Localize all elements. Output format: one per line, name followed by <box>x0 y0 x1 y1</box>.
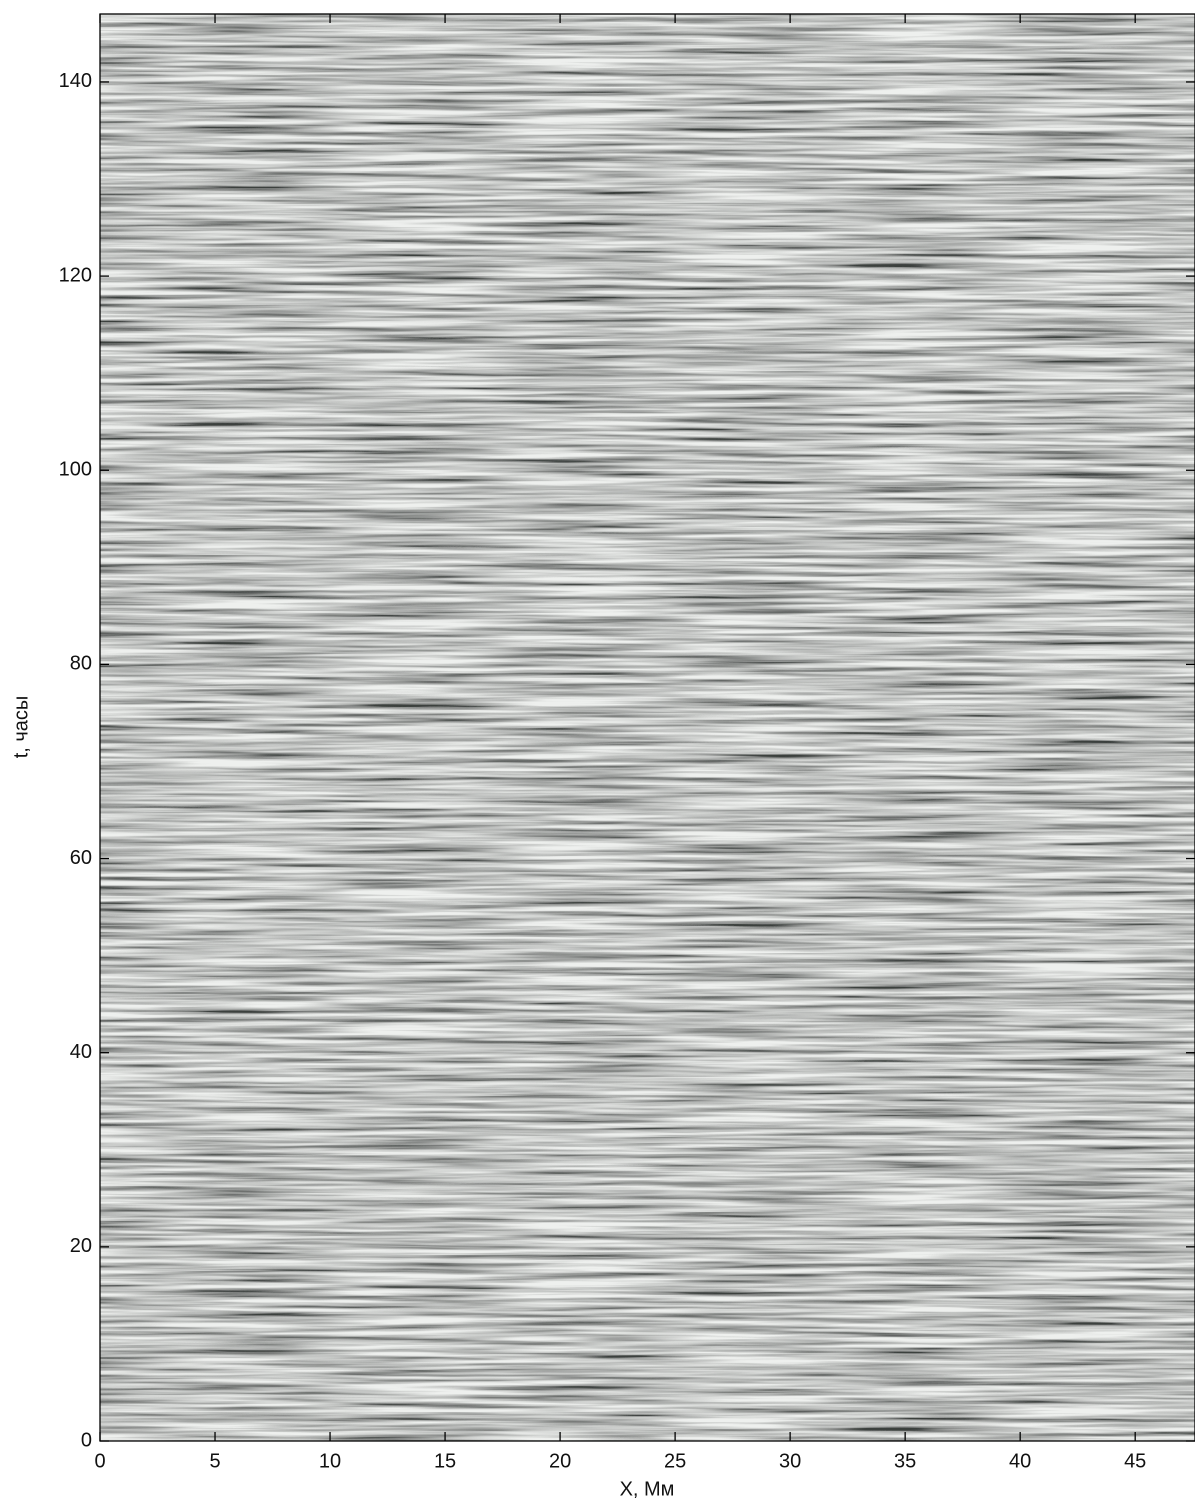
x-axis-label: X, Мм <box>620 1478 675 1500</box>
x-tick-label: 35 <box>894 1450 916 1472</box>
x-tick-label: 15 <box>434 1450 456 1472</box>
y-tick-label: 140 <box>59 70 92 92</box>
plot-frame <box>99 13 1195 1442</box>
x-tick-label: 40 <box>1009 1450 1031 1472</box>
y-tick-label: 120 <box>59 264 92 286</box>
y-tick-label: 0 <box>81 1429 92 1451</box>
x-tick-label: 25 <box>664 1450 686 1472</box>
y-tick-label: 60 <box>70 847 92 869</box>
x-tick-label: 0 <box>94 1450 105 1472</box>
image-texture <box>100 14 1195 1441</box>
plot-area <box>100 14 1195 1441</box>
y-tick-label: 80 <box>70 653 92 675</box>
x-tick-label: 30 <box>779 1450 801 1472</box>
x-tick-label: 20 <box>549 1450 571 1472</box>
y-tick-label: 100 <box>59 459 92 481</box>
y-tick-label: 20 <box>70 1235 92 1257</box>
x-tick-label: 5 <box>209 1450 220 1472</box>
y-tick-label: 40 <box>70 1041 92 1063</box>
x-tick-label: 45 <box>1124 1450 1146 1472</box>
y-axis-label: t, часы <box>10 696 32 759</box>
x-tick-label: 10 <box>319 1450 341 1472</box>
